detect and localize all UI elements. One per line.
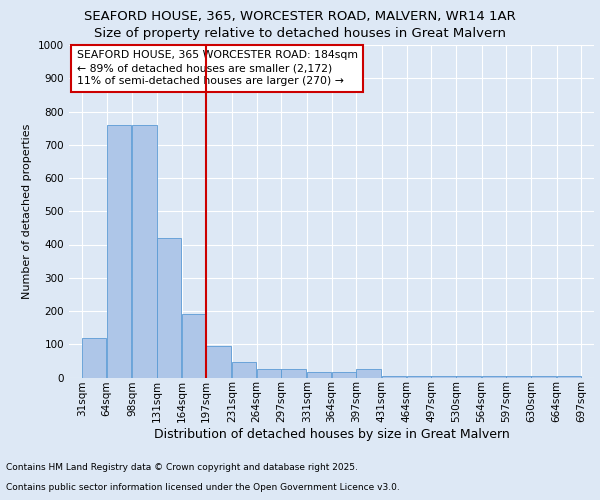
Bar — [456, 376, 481, 378]
Bar — [82, 338, 106, 378]
Text: SEAFORD HOUSE, 365, WORCESTER ROAD, MALVERN, WR14 1AR: SEAFORD HOUSE, 365, WORCESTER ROAD, MALV… — [84, 10, 516, 23]
Bar — [407, 376, 431, 378]
Bar — [482, 376, 506, 378]
Bar — [281, 369, 306, 378]
Bar — [132, 126, 157, 378]
Bar — [332, 372, 356, 378]
Bar — [557, 376, 581, 378]
Bar — [157, 238, 181, 378]
Bar — [382, 376, 406, 378]
Text: SEAFORD HOUSE, 365 WORCESTER ROAD: 184sqm
← 89% of detached houses are smaller (: SEAFORD HOUSE, 365 WORCESTER ROAD: 184sq… — [77, 50, 358, 86]
Bar — [431, 376, 456, 378]
Y-axis label: Number of detached properties: Number of detached properties — [22, 124, 32, 299]
Bar — [206, 346, 231, 378]
Bar — [531, 376, 556, 378]
Text: Contains public sector information licensed under the Open Government Licence v3: Contains public sector information licen… — [6, 484, 400, 492]
Bar — [307, 372, 331, 378]
Bar — [257, 369, 281, 378]
Text: Contains HM Land Registry data © Crown copyright and database right 2025.: Contains HM Land Registry data © Crown c… — [6, 464, 358, 472]
X-axis label: Distribution of detached houses by size in Great Malvern: Distribution of detached houses by size … — [154, 428, 509, 441]
Bar — [356, 369, 381, 378]
Text: Size of property relative to detached houses in Great Malvern: Size of property relative to detached ho… — [94, 28, 506, 40]
Bar — [107, 126, 131, 378]
Bar — [182, 314, 206, 378]
Bar — [506, 376, 531, 378]
Bar — [232, 362, 256, 378]
